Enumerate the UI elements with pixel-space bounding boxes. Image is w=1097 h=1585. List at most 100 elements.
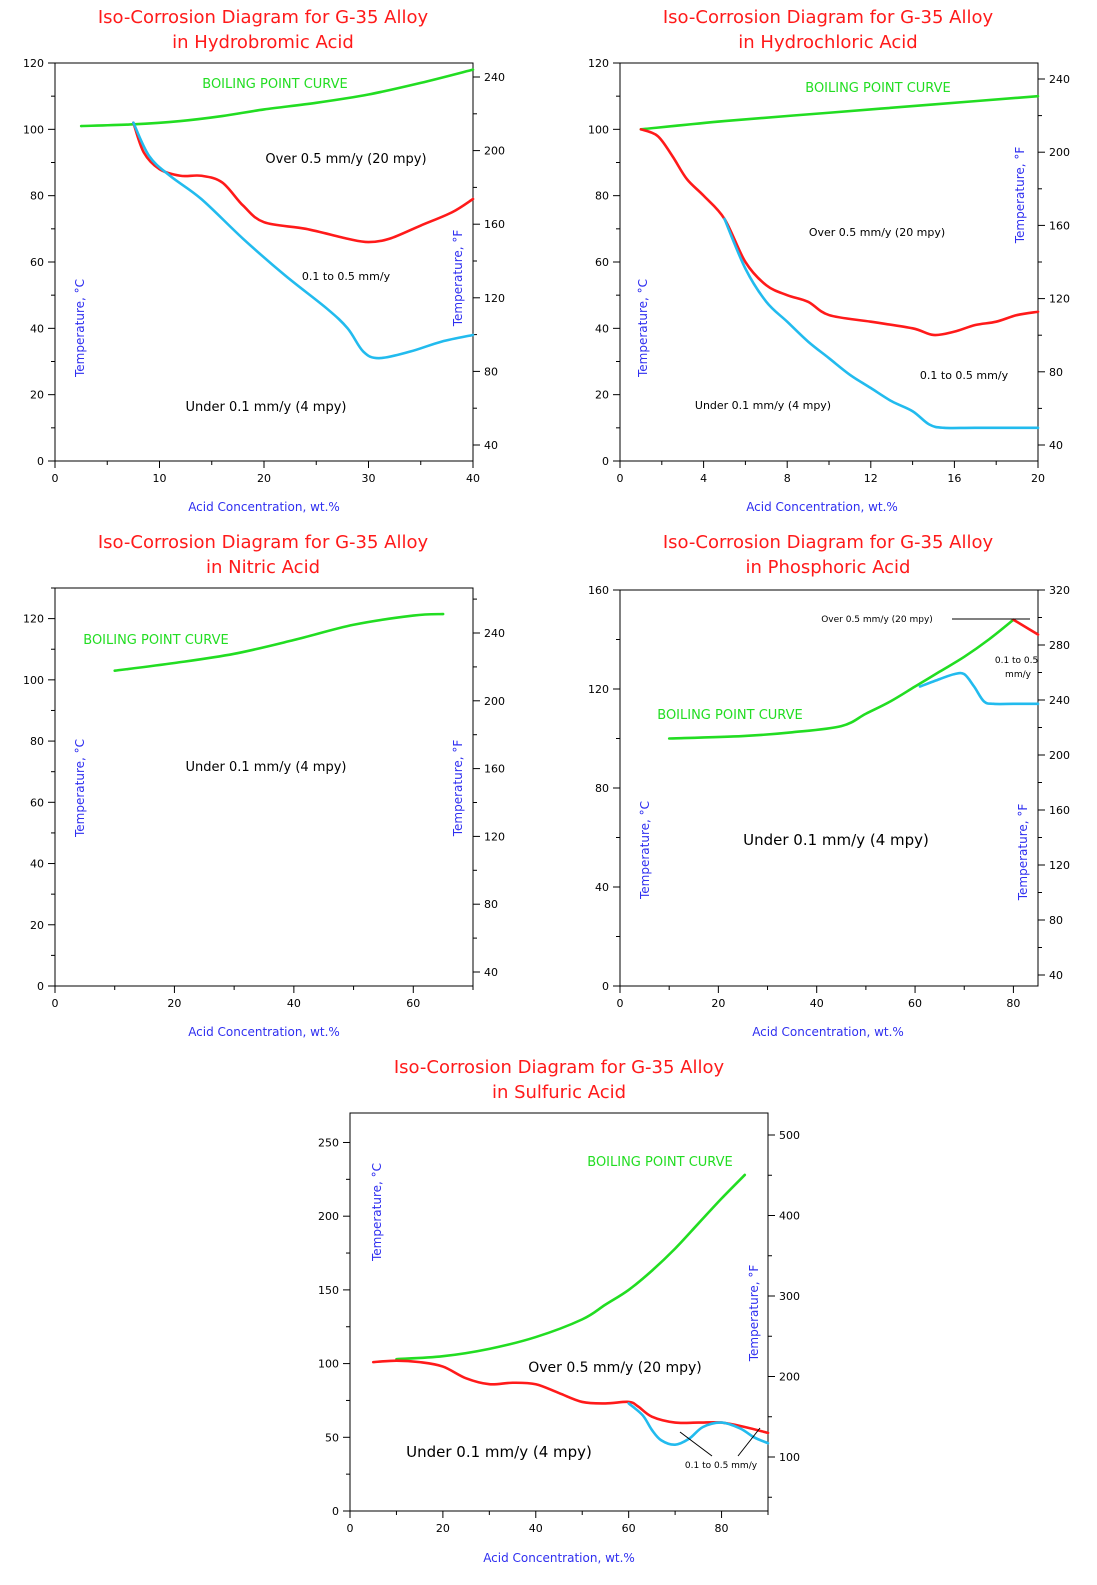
series-lines xyxy=(79,68,475,360)
y-axis-label-fahrenheit: Temperature, °F xyxy=(1016,804,1030,902)
y2-tick-label: 160 xyxy=(484,218,505,231)
series-lines xyxy=(639,94,1040,430)
y2-tick-label: 40 xyxy=(1049,969,1063,982)
y2-tick-label: 160 xyxy=(1049,804,1070,817)
y2-tick-label: 200 xyxy=(484,695,505,708)
y-tick-label: 100 xyxy=(318,1358,339,1371)
x-tick-label: 40 xyxy=(810,997,824,1010)
y-tick-label: 40 xyxy=(595,322,609,335)
y-axis-label-fahrenheit: Temperature, °F xyxy=(1013,147,1027,245)
y2-tick-label: 320 xyxy=(1049,584,1070,597)
plot-frame xyxy=(54,587,474,987)
y2-tick-label: 120 xyxy=(484,292,505,305)
x-tick-label: 40 xyxy=(287,997,301,1010)
annotation-over: Over 0.5 mm/y (20 mpy) xyxy=(809,226,945,239)
y2-tick-label: 120 xyxy=(1049,293,1070,306)
annotation-under: Under 0.1 mm/y (4 mpy) xyxy=(695,399,831,412)
x-tick-label: 80 xyxy=(715,1522,729,1535)
y-tick-label: 80 xyxy=(595,190,609,203)
chart-title-line-1: Iso-Corrosion Diagram for G-35 Alloy xyxy=(663,532,994,553)
annotation-over: Over 0.5 mm/y (20 mpy) xyxy=(528,1360,702,1376)
chart-hydrobromic: Iso-Corrosion Diagram for G-35 Alloy in … xyxy=(23,7,505,514)
y-axis-label-celsius: Temperature, °C xyxy=(638,801,652,900)
annotation-leader-line xyxy=(737,1427,761,1457)
chart-title-line-2: in Phosphoric Acid xyxy=(746,557,911,578)
y-axis-label-celsius: Temperature, °C xyxy=(636,279,650,378)
axes: 0 20 40 60 0 20 40 60 80 100 120 40 80 120 160 200 240 xyxy=(23,587,505,1010)
boiling-point-curve xyxy=(79,68,475,128)
y-tick-label: 40 xyxy=(30,322,44,335)
iso-corrosion-curve-0.1mmy xyxy=(723,217,1040,430)
y2-tick-label: 400 xyxy=(779,1210,800,1223)
y2-tick-label: 240 xyxy=(484,627,505,640)
x-axis-label: Acid Concentration, wt.% xyxy=(188,500,340,514)
x-tick-label: 60 xyxy=(406,997,420,1010)
annotation-mid: 0.1 to 0.5 mm/y xyxy=(995,656,1041,680)
y-tick-label: 0 xyxy=(37,980,44,993)
y-tick-label: 40 xyxy=(595,881,609,894)
axes: 0 20 40 60 80 0 50 100 150 200 250 100 200 300 400 500 xyxy=(318,1129,800,1535)
chart-title-line-1: Iso-Corrosion Diagram for G-35 Alloy xyxy=(394,1057,725,1078)
y-axis-label-fahrenheit: Temperature, °F xyxy=(451,740,465,838)
annotation-boiling-point: BOILING POINT CURVE xyxy=(657,708,803,723)
x-tick-label: 60 xyxy=(908,997,922,1010)
x-tick-label: 16 xyxy=(947,472,961,485)
y-tick-label: 0 xyxy=(602,455,609,468)
x-tick-label: 80 xyxy=(1006,997,1020,1010)
y2-tick-label: 40 xyxy=(484,439,498,452)
y-axis-label-fahrenheit: Temperature, °F xyxy=(451,230,465,328)
annotation-under: Under 0.1 mm/y (4 mpy) xyxy=(406,1443,592,1461)
annotation-mid: 0.1 to 0.5 mm/y xyxy=(920,369,1009,382)
y-tick-label: 250 xyxy=(318,1136,339,1149)
y-tick-label: 160 xyxy=(588,584,609,597)
annotation-mid: 0.1 to 0.5 mm/y xyxy=(302,270,391,283)
y2-tick-label: 240 xyxy=(484,71,505,84)
y2-tick-label: 80 xyxy=(1049,914,1063,927)
y-axis-label-celsius: Temperature, °C xyxy=(73,279,87,378)
x-tick-label: 20 xyxy=(436,1522,450,1535)
chart-title-line-2: in Sulfuric Acid xyxy=(492,1082,626,1103)
annotation-under: Under 0.1 mm/y (4 mpy) xyxy=(186,400,347,415)
y2-tick-label: 160 xyxy=(484,763,505,776)
y-axis-label-fahrenheit: Temperature, °F xyxy=(747,1265,761,1363)
y-tick-label: 100 xyxy=(588,123,609,136)
chart-title-line-2: in Nitric Acid xyxy=(206,557,320,578)
boiling-point-curve xyxy=(667,618,1015,740)
y-tick-label: 20 xyxy=(30,919,44,932)
x-tick-label: 40 xyxy=(529,1522,543,1535)
y-axis-label-celsius: Temperature, °C xyxy=(73,739,87,838)
annotation-under: Under 0.1 mm/y (4 mpy) xyxy=(186,760,347,775)
y-tick-label: 20 xyxy=(30,389,44,402)
x-tick-label: 40 xyxy=(466,472,480,485)
y2-tick-label: 280 xyxy=(1049,639,1070,652)
x-tick-label: 20 xyxy=(167,997,181,1010)
annotation-boiling-point: BOILING POINT CURVE xyxy=(202,77,348,92)
chart-phosphoric: Iso-Corrosion Diagram for G-35 Alloy in … xyxy=(588,532,1070,1039)
series-lines xyxy=(371,1173,770,1446)
y2-tick-label: 80 xyxy=(484,365,498,378)
x-axis-label: Acid Concentration, wt.% xyxy=(746,500,898,514)
x-tick-label: 0 xyxy=(617,472,624,485)
x-tick-label: 20 xyxy=(711,997,725,1010)
y2-tick-label: 120 xyxy=(1049,859,1070,872)
series-lines xyxy=(113,612,445,672)
chart-title-line-1: Iso-Corrosion Diagram for G-35 Alloy xyxy=(663,7,994,28)
iso-corrosion-curve-0.1mmy xyxy=(132,121,475,360)
y-tick-label: 60 xyxy=(30,796,44,809)
y2-tick-label: 40 xyxy=(1049,439,1063,452)
chart-nitric: Iso-Corrosion Diagram for G-35 Alloy in … xyxy=(23,532,505,1039)
x-tick-label: 0 xyxy=(52,472,59,485)
y-tick-label: 100 xyxy=(23,674,44,687)
y-tick-label: 80 xyxy=(30,735,44,748)
axes: 0 10 20 30 40 0 20 40 60 80 100 120 40 80 120 160 200 240 xyxy=(23,57,505,485)
x-tick-label: 30 xyxy=(362,472,376,485)
chart-title-line-1: Iso-Corrosion Diagram for G-35 Alloy xyxy=(98,7,429,28)
x-axis-label: Acid Concentration, wt.% xyxy=(188,1025,340,1039)
y2-tick-label: 500 xyxy=(779,1129,800,1142)
y-tick-label: 50 xyxy=(325,1431,339,1444)
annotation-under: Under 0.1 mm/y (4 mpy) xyxy=(743,831,929,849)
y2-tick-label: 200 xyxy=(1049,146,1070,159)
chart-sulfuric: Iso-Corrosion Diagram for G-35 Alloy in … xyxy=(318,1057,800,1565)
annotation-over: Over 0.5 mm/y (20 mpy) xyxy=(821,615,933,625)
y-tick-label: 120 xyxy=(23,613,44,626)
